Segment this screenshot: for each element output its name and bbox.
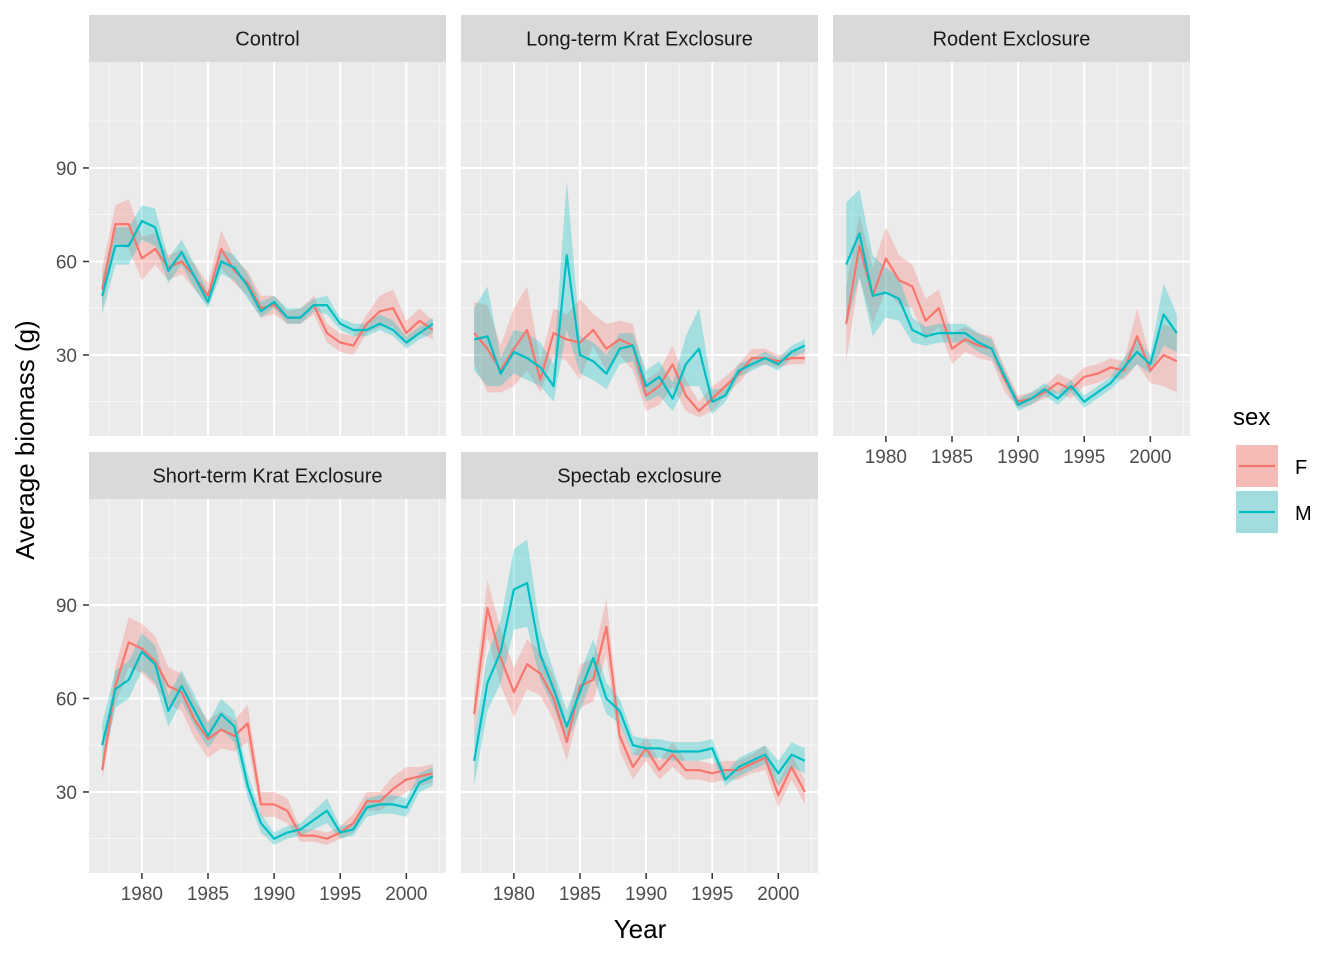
panel-long-term-krat-exclosure-line-f bbox=[473, 328, 805, 413]
panel-control-y-tick-label: 30 bbox=[56, 346, 77, 367]
panel-long-term-krat-exclosure-line-m bbox=[473, 254, 806, 403]
panel-control-y-tick-label: 90 bbox=[56, 159, 77, 180]
panel-control-y-tick-label: 60 bbox=[56, 252, 77, 273]
panel-short-term-krat-exclosure-ribbon-m bbox=[102, 633, 433, 845]
panel-short-term-krat-exclosure-background bbox=[89, 499, 446, 873]
panel-short-term-krat-exclosure-y-tick-label: 90 bbox=[56, 596, 77, 617]
facet-panels: Control 30 60 90 Long-term Krat Exclosure Rod… bbox=[56, 15, 1190, 905]
panel-spectab-exclosure: Spectab exclosure 1980 1985 1990 1995 2000 bbox=[461, 452, 818, 905]
panel-short-term-krat-exclosure: Short-term Krat Exclosure 30 60 90 1980 1985 1… bbox=[56, 452, 446, 905]
legend: sex F M bbox=[1233, 404, 1312, 533]
panel-spectab-exclosure-ribbon-m bbox=[474, 539, 805, 786]
panel-rodent-exclosure-x-tick-label: 1995 bbox=[1063, 447, 1105, 468]
panel-control-background bbox=[89, 62, 446, 436]
panel-rodent-exclosure-x-tick-label: 1990 bbox=[997, 447, 1039, 468]
panel-control-line-m bbox=[101, 219, 434, 344]
panel-short-term-krat-exclosure-line-m bbox=[101, 650, 434, 840]
panel-long-term-krat-exclosure-ribbon-f bbox=[474, 286, 805, 418]
panel-rodent-exclosure-title: Rodent Exclosure bbox=[933, 29, 1091, 51]
panel-short-term-krat-exclosure-y-tick-label: 30 bbox=[56, 783, 77, 804]
panel-short-term-krat-exclosure-line-f bbox=[101, 641, 434, 840]
panel-spectab-exclosure-line-m bbox=[473, 581, 806, 781]
panel-rodent-exclosure-x-tick-label: 1985 bbox=[931, 447, 973, 468]
legend-label-f: F bbox=[1295, 457, 1307, 479]
panel-short-term-krat-exclosure-title: Short-term Krat Exclosure bbox=[152, 466, 382, 488]
panel-rodent-exclosure-background bbox=[833, 62, 1190, 436]
y-axis-title: Average biomass (g) bbox=[10, 320, 40, 559]
panel-rodent-exclosure-strip bbox=[833, 15, 1190, 62]
panel-spectab-exclosure-title: Spectab exclosure bbox=[557, 466, 722, 488]
panel-long-term-krat-exclosure-title: Long-term Krat Exclosure bbox=[526, 29, 753, 51]
panel-long-term-krat-exclosure: Long-term Krat Exclosure bbox=[461, 15, 818, 436]
panel-control: Control 30 60 90 bbox=[56, 15, 446, 436]
panel-short-term-krat-exclosure-x-tick-label: 1980 bbox=[121, 884, 163, 905]
x-axis-title: Year bbox=[614, 914, 667, 944]
legend-label-m: M bbox=[1295, 503, 1312, 525]
panel-spectab-exclosure-x-tick-label: 2000 bbox=[757, 884, 799, 905]
panel-spectab-exclosure-strip bbox=[461, 452, 818, 499]
panel-rodent-exclosure-x-tick-label: 2000 bbox=[1129, 447, 1171, 468]
panel-control-ribbon-f bbox=[102, 199, 433, 355]
panel-short-term-krat-exclosure-x-tick-label: 1995 bbox=[319, 884, 361, 905]
panel-spectab-exclosure-line-f bbox=[473, 606, 806, 797]
panel-spectab-exclosure-x-tick-label: 1985 bbox=[559, 884, 601, 905]
panel-short-term-krat-exclosure-x-tick-label: 1985 bbox=[187, 884, 229, 905]
panel-short-term-krat-exclosure-strip bbox=[89, 452, 446, 499]
panel-spectab-exclosure-x-tick-label: 1995 bbox=[691, 884, 733, 905]
panel-control-strip bbox=[89, 15, 446, 62]
panel-short-term-krat-exclosure-ribbon-f bbox=[102, 617, 433, 845]
panel-long-term-krat-exclosure-strip bbox=[461, 15, 818, 62]
panel-spectab-exclosure-x-tick-label: 1990 bbox=[625, 884, 667, 905]
panel-spectab-exclosure-ribbon-f bbox=[474, 580, 805, 808]
panel-short-term-krat-exclosure-y-tick-label: 60 bbox=[56, 689, 77, 710]
panel-spectab-exclosure-x-tick-label: 1980 bbox=[493, 884, 535, 905]
panel-rodent-exclosure: Rodent Exclosure 1980 1985 1990 1995 2000 bbox=[833, 15, 1190, 468]
panel-control-title: Control bbox=[235, 29, 299, 51]
panel-short-term-krat-exclosure-x-tick-label: 2000 bbox=[385, 884, 427, 905]
panel-control-ribbon-m bbox=[102, 205, 433, 349]
panel-rodent-exclosure-line-m bbox=[845, 232, 1178, 406]
panel-rodent-exclosure-x-tick-label: 1980 bbox=[865, 447, 907, 468]
panel-spectab-exclosure-background bbox=[461, 499, 818, 873]
panel-short-term-krat-exclosure-x-tick-label: 1990 bbox=[253, 884, 295, 905]
legend-title: sex bbox=[1233, 404, 1270, 431]
